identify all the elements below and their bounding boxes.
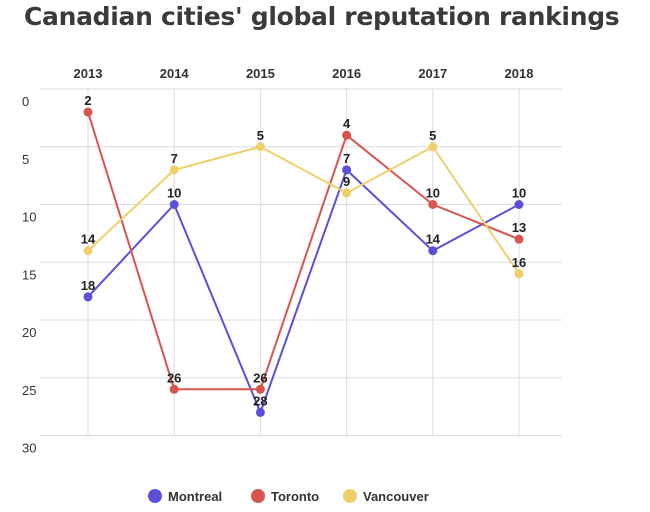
x-tick-label: 2014 xyxy=(160,66,190,81)
x-axis-ticks: 2013 2014 2015 2016 2017 2018 xyxy=(74,66,534,81)
y-tick-label: 15 xyxy=(22,267,36,282)
data-label-montreal: 14 xyxy=(426,232,441,247)
data-point-toronto xyxy=(83,107,93,117)
legend-label: Montreal xyxy=(168,489,222,504)
data-points xyxy=(83,107,524,417)
data-point-vancouver xyxy=(514,269,524,279)
data-point-montreal xyxy=(83,292,93,302)
y-tick-label: 5 xyxy=(22,152,29,167)
data-point-vancouver xyxy=(169,165,179,175)
data-label-toronto: 26 xyxy=(253,370,267,385)
series-line-montreal xyxy=(87,168,520,414)
data-point-montreal xyxy=(342,165,352,175)
legend-label: Toronto xyxy=(271,489,319,504)
data-point-montreal xyxy=(255,407,265,417)
legend: Montreal Toronto Vancouver xyxy=(148,489,429,504)
data-point-toronto xyxy=(514,234,524,244)
data-label-montreal: 28 xyxy=(253,393,267,408)
data-point-toronto xyxy=(428,200,438,209)
data-label-toronto: 10 xyxy=(426,186,440,201)
x-tick-label: 2013 xyxy=(74,66,103,81)
data-point-montreal xyxy=(514,200,524,209)
data-label-toronto: 2 xyxy=(84,93,91,108)
y-tick-label: 0 xyxy=(22,94,29,109)
data-label-toronto: 13 xyxy=(512,220,526,235)
series-lines xyxy=(87,111,520,414)
data-point-vancouver xyxy=(428,142,438,152)
data-label-montreal: 10 xyxy=(512,186,526,201)
data-label-vancouver: 5 xyxy=(257,128,264,143)
data-label-montreal: 18 xyxy=(81,278,95,293)
legend-swatch xyxy=(148,489,162,503)
y-tick-label: 30 xyxy=(22,441,36,456)
data-label-vancouver: 14 xyxy=(81,232,96,247)
series-line-toronto xyxy=(87,111,520,391)
data-point-toronto xyxy=(255,384,265,394)
y-axis-ticks: 0 5 10 15 20 25 30 xyxy=(22,94,36,456)
data-point-vancouver xyxy=(83,246,93,256)
x-tick-label: 2016 xyxy=(332,66,361,81)
legend-item-montreal: Montreal xyxy=(148,489,222,504)
data-label-montreal: 10 xyxy=(167,186,181,201)
x-tick-label: 2017 xyxy=(418,66,447,81)
data-label-vancouver: 5 xyxy=(429,128,436,143)
data-point-toronto xyxy=(342,130,352,140)
legend-item-toronto: Toronto xyxy=(251,489,319,504)
data-point-vancouver xyxy=(342,188,352,198)
data-point-toronto xyxy=(169,384,179,394)
legend-swatch xyxy=(251,489,265,503)
data-label-toronto: 4 xyxy=(343,116,351,131)
data-label-montreal: 7 xyxy=(343,151,350,166)
data-label-toronto: 26 xyxy=(167,370,181,385)
y-tick-label: 10 xyxy=(22,210,36,225)
data-point-montreal xyxy=(169,200,179,209)
data-point-montreal xyxy=(428,246,438,256)
data-label-vancouver: 16 xyxy=(512,255,526,270)
legend-swatch xyxy=(343,489,357,503)
data-labels: 18 10 28 7 14 10 2 26 26 4 10 13 14 7 5 9 5 16 xyxy=(81,93,526,408)
data-label-vancouver: 7 xyxy=(171,151,178,166)
legend-label: Vancouver xyxy=(363,489,429,504)
data-point-vancouver xyxy=(255,142,265,152)
legend-item-vancouver: Vancouver xyxy=(343,489,429,504)
grid-lines xyxy=(40,88,562,436)
y-tick-label: 20 xyxy=(22,325,36,340)
y-tick-label: 25 xyxy=(22,383,36,398)
x-tick-label: 2018 xyxy=(505,66,534,81)
series-line-vancouver xyxy=(87,145,520,275)
chart-title: Canadian cities' global reputation ranki… xyxy=(24,2,620,31)
x-tick-label: 2015 xyxy=(246,66,275,81)
data-label-vancouver: 9 xyxy=(343,174,350,189)
